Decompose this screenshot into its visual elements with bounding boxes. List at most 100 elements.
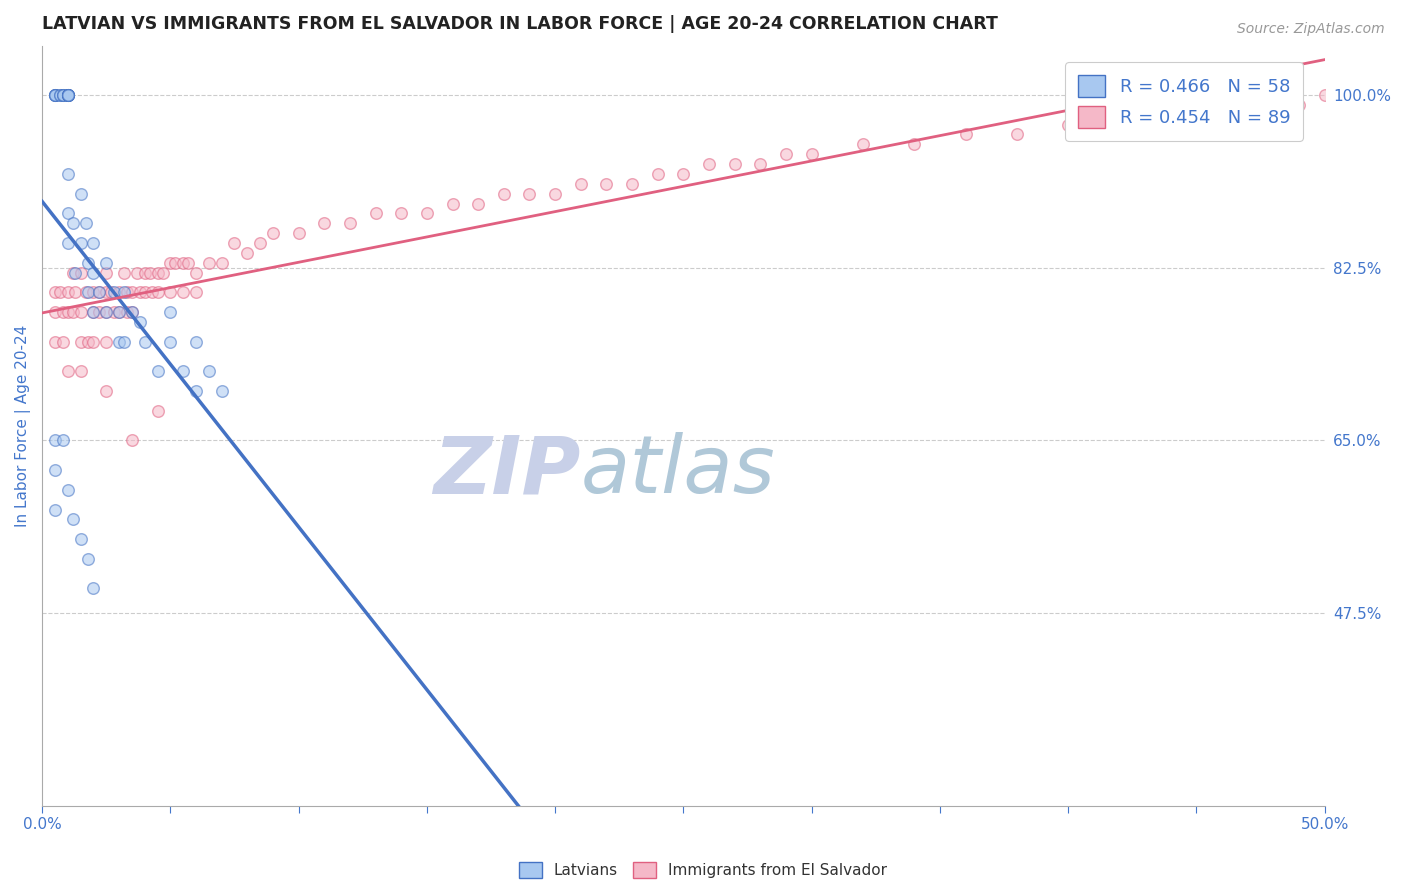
Point — [314, 216, 336, 230]
Point — [44, 434, 66, 448]
Point — [852, 137, 875, 152]
Point — [128, 315, 150, 329]
Point — [103, 305, 125, 319]
Point — [134, 285, 156, 300]
Point — [96, 384, 118, 398]
Point — [115, 305, 138, 319]
Point — [125, 266, 148, 280]
Point — [134, 334, 156, 349]
Point — [172, 364, 194, 378]
Point — [236, 246, 259, 260]
Point — [49, 285, 72, 300]
Point — [44, 88, 66, 103]
Point — [75, 216, 97, 230]
Point — [108, 305, 131, 319]
Point — [69, 532, 91, 546]
Point — [467, 196, 489, 211]
Y-axis label: In Labor Force | Age 20-24: In Labor Force | Age 20-24 — [15, 325, 31, 527]
Point — [69, 334, 91, 349]
Point — [56, 88, 79, 103]
Point — [121, 434, 143, 448]
Point — [96, 266, 118, 280]
Point — [82, 334, 104, 349]
Point — [1313, 88, 1336, 103]
Point — [1005, 128, 1028, 142]
Point — [184, 334, 207, 349]
Legend: Latvians, Immigrants from El Salvador: Latvians, Immigrants from El Salvador — [513, 856, 893, 884]
Point — [49, 88, 72, 103]
Point — [77, 256, 100, 270]
Point — [141, 285, 163, 300]
Point — [152, 266, 174, 280]
Point — [146, 404, 169, 418]
Point — [44, 88, 66, 103]
Point — [146, 285, 169, 300]
Point — [44, 502, 66, 516]
Point — [165, 256, 187, 270]
Point — [82, 305, 104, 319]
Point — [198, 364, 221, 378]
Point — [69, 266, 91, 280]
Point — [96, 334, 118, 349]
Point — [177, 256, 200, 270]
Point — [44, 88, 66, 103]
Point — [65, 285, 87, 300]
Point — [52, 334, 75, 349]
Point — [77, 334, 100, 349]
Point — [569, 177, 592, 191]
Text: LATVIAN VS IMMIGRANTS FROM EL SALVADOR IN LABOR FORCE | AGE 20-24 CORRELATION CH: LATVIAN VS IMMIGRANTS FROM EL SALVADOR I… — [42, 15, 998, 33]
Point — [595, 177, 617, 191]
Point — [800, 147, 823, 161]
Point — [52, 88, 75, 103]
Point — [56, 364, 79, 378]
Point — [184, 285, 207, 300]
Point — [49, 88, 72, 103]
Point — [159, 256, 181, 270]
Point — [56, 235, 79, 250]
Point — [441, 196, 464, 211]
Point — [724, 157, 747, 171]
Point — [52, 434, 75, 448]
Point — [749, 157, 772, 171]
Point — [52, 88, 75, 103]
Point — [56, 305, 79, 319]
Point — [100, 285, 122, 300]
Point — [103, 285, 125, 300]
Point — [56, 206, 79, 220]
Point — [697, 157, 720, 171]
Point — [62, 512, 84, 526]
Point — [62, 216, 84, 230]
Point — [1057, 118, 1080, 132]
Point — [128, 285, 150, 300]
Point — [69, 235, 91, 250]
Point — [672, 167, 695, 181]
Point — [1133, 118, 1156, 132]
Legend: R = 0.466   N = 58, R = 0.454   N = 89: R = 0.466 N = 58, R = 0.454 N = 89 — [1066, 62, 1303, 141]
Point — [52, 88, 75, 103]
Point — [96, 285, 118, 300]
Point — [198, 256, 221, 270]
Point — [108, 334, 131, 349]
Point — [249, 235, 271, 250]
Point — [172, 285, 194, 300]
Point — [56, 167, 79, 181]
Point — [492, 186, 515, 201]
Point — [56, 285, 79, 300]
Point — [96, 256, 118, 270]
Point — [121, 305, 143, 319]
Point — [96, 305, 118, 319]
Point — [134, 266, 156, 280]
Point — [44, 88, 66, 103]
Point — [146, 266, 169, 280]
Point — [69, 364, 91, 378]
Point — [1236, 108, 1258, 122]
Point — [44, 334, 66, 349]
Point — [87, 305, 110, 319]
Point — [211, 384, 233, 398]
Point — [112, 266, 135, 280]
Point — [56, 88, 79, 103]
Point — [82, 305, 104, 319]
Point — [903, 137, 925, 152]
Point — [69, 186, 91, 201]
Point — [44, 88, 66, 103]
